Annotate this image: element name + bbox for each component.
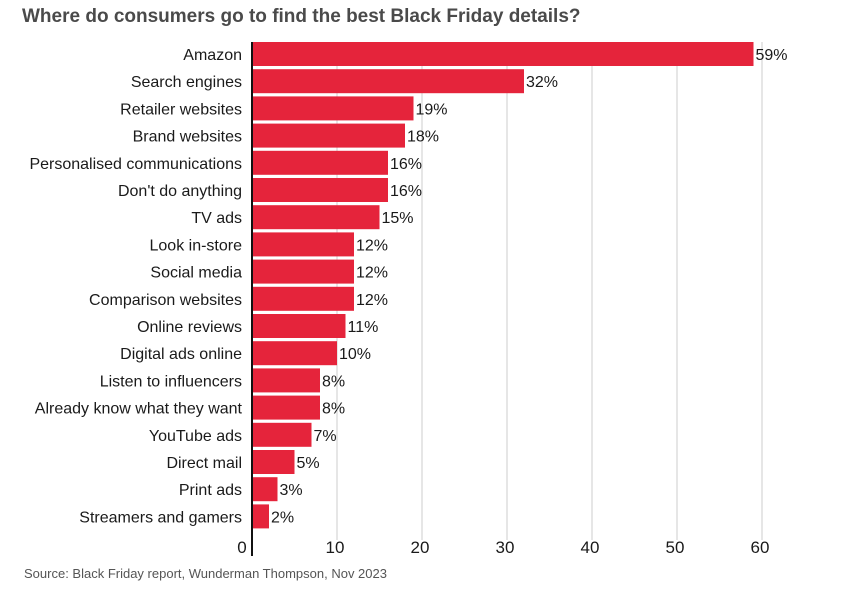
value-label: 3% <box>280 482 303 499</box>
bar <box>252 422 312 447</box>
value-label: 11% <box>348 319 379 336</box>
x-tick-label: 60 <box>751 538 770 557</box>
value-label: 12% <box>356 265 388 282</box>
value-label: 19% <box>416 101 448 118</box>
bar <box>252 368 320 393</box>
category-label: Look in-store <box>150 237 243 254</box>
value-label: 59% <box>756 47 788 64</box>
x-tick-label: 50 <box>666 538 685 557</box>
bar <box>252 96 414 121</box>
value-label: 10% <box>339 346 371 363</box>
category-label: Retailer websites <box>120 101 242 118</box>
bar <box>252 341 337 366</box>
bar <box>252 450 295 474</box>
category-label: Don't do anything <box>118 183 242 200</box>
category-label: Brand websites <box>133 129 242 146</box>
value-label: 12% <box>356 237 388 254</box>
bars <box>252 42 754 529</box>
category-label: YouTube ads <box>149 428 242 445</box>
category-label: Streamers and gamers <box>79 509 242 526</box>
chart-source: Source: Black Friday report, Wunderman T… <box>24 566 387 581</box>
bar <box>252 259 354 284</box>
category-label: Direct mail <box>166 455 242 472</box>
value-label: 15% <box>382 210 414 227</box>
category-label: Digital ads online <box>120 346 242 363</box>
value-label: 16% <box>390 183 422 200</box>
category-labels: Amazon Search engines Retailer websites Bra… <box>29 47 242 526</box>
value-label: 7% <box>314 428 337 445</box>
bar <box>252 42 754 66</box>
bar <box>252 178 388 202</box>
bar <box>252 69 524 94</box>
x-tick-label: 20 <box>411 538 430 557</box>
bar <box>252 232 354 257</box>
bar <box>252 150 388 175</box>
x-tick-label: 10 <box>326 538 345 557</box>
x-tick-label: 30 <box>496 538 515 557</box>
bar <box>252 314 346 338</box>
value-label: 2% <box>271 509 294 526</box>
value-label: 5% <box>297 455 320 472</box>
value-label: 32% <box>526 74 558 91</box>
category-label: Personalised communications <box>29 156 242 173</box>
value-label: 8% <box>322 401 345 418</box>
bar <box>252 477 278 502</box>
value-label: 8% <box>322 373 345 390</box>
bar <box>252 395 320 420</box>
x-tick-label: 0 <box>237 538 246 557</box>
category-label: Comparison websites <box>89 292 242 309</box>
category-label: Amazon <box>183 47 242 64</box>
value-label: 12% <box>356 292 388 309</box>
bar <box>252 504 269 529</box>
value-label: 18% <box>407 129 439 146</box>
bar <box>252 123 405 148</box>
category-label: Social media <box>150 265 242 282</box>
x-tick-label: 40 <box>581 538 600 557</box>
category-label: Listen to influencers <box>100 373 242 390</box>
x-axis-ticks: 0 10 20 30 40 50 60 <box>237 538 769 557</box>
category-label: Print ads <box>179 482 242 499</box>
category-label: TV ads <box>191 210 242 227</box>
value-label: 16% <box>390 156 422 173</box>
bar <box>252 286 354 311</box>
category-label: Search engines <box>131 74 242 91</box>
category-label: Already know what they want <box>35 401 243 418</box>
category-label: Online reviews <box>137 319 242 336</box>
chart-title: Where do consumers go to find the best B… <box>22 6 581 27</box>
value-labels: 59% 32% 19% 18% 16% 16% 15% 12% 12% 12% 11% 10% 8% 8%… <box>271 47 788 526</box>
bar <box>252 205 380 230</box>
